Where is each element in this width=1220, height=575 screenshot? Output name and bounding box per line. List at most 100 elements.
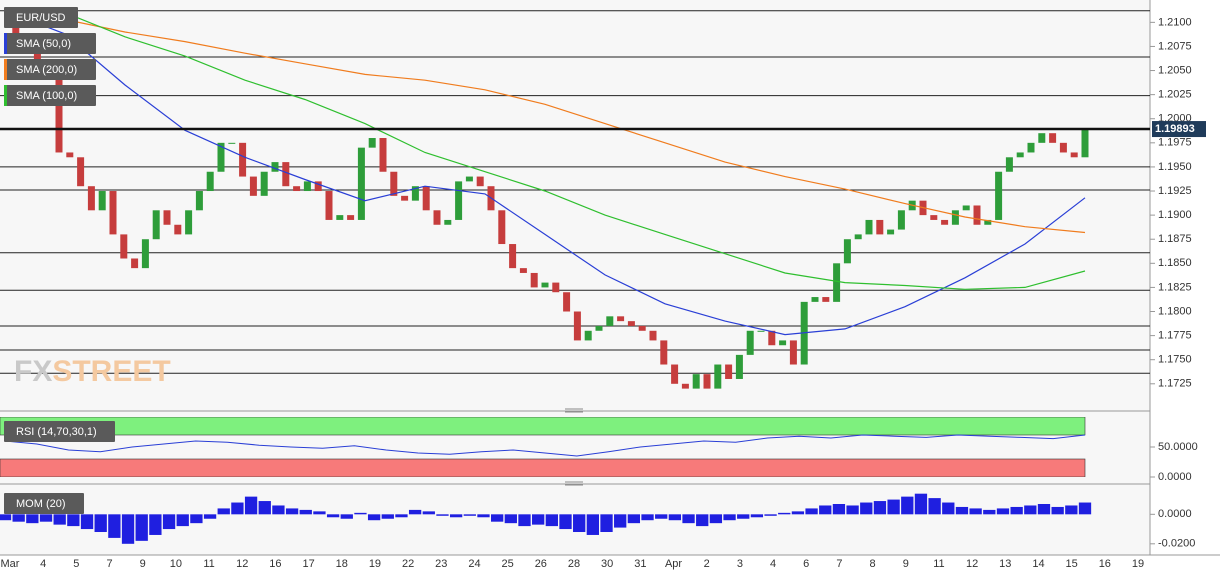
bar <box>614 514 627 528</box>
band <box>0 458 1086 477</box>
bar <box>231 502 244 515</box>
sma-line <box>4 10 1086 336</box>
candle <box>822 297 830 302</box>
bar <box>996 508 1010 515</box>
bar <box>12 514 25 522</box>
bar <box>135 514 148 541</box>
bar <box>504 514 517 524</box>
bar <box>805 508 818 515</box>
candle <box>465 176 473 182</box>
sma-line <box>4 7 1086 234</box>
x-tick-label: 5 <box>73 558 79 570</box>
bar <box>395 514 408 518</box>
candle <box>735 354 743 379</box>
y-tick-label: 1.1925 <box>1158 185 1192 197</box>
x-tick-label: 16 <box>269 558 281 570</box>
watermark: FXSTREET <box>14 355 171 388</box>
bar <box>477 514 490 518</box>
candle <box>293 186 301 192</box>
candle <box>98 191 106 211</box>
candle <box>941 219 949 225</box>
x-tick-label: Apr <box>665 558 682 570</box>
x-tick-label: 23 <box>435 558 447 570</box>
bar <box>1065 505 1078 515</box>
candle <box>876 219 884 235</box>
candle <box>422 186 430 211</box>
legend-box <box>4 493 84 514</box>
candle <box>746 330 754 355</box>
x-tick-label: 14 <box>1032 558 1044 570</box>
candle <box>1005 157 1013 172</box>
y-tick-label: 1.1875 <box>1158 233 1192 245</box>
bar <box>1010 506 1023 515</box>
bar <box>518 514 531 527</box>
x-tick-label: 31 <box>634 558 646 570</box>
candle <box>249 176 257 196</box>
candle <box>282 162 290 187</box>
bar <box>108 514 121 538</box>
x-tick-label: 8 <box>870 558 876 570</box>
candle <box>271 162 279 172</box>
bar <box>627 514 641 524</box>
x-tick-label: 17 <box>302 558 314 570</box>
handle <box>565 408 583 486</box>
candle <box>725 364 733 379</box>
bar <box>696 514 709 527</box>
candle <box>789 340 797 365</box>
candle <box>163 210 171 225</box>
candle <box>649 330 657 341</box>
candle <box>498 210 506 245</box>
bar <box>299 509 312 515</box>
x-tick-label: 9 <box>903 558 909 570</box>
legend-swatch <box>4 85 7 106</box>
candle <box>703 374 711 389</box>
bar <box>94 514 107 533</box>
band <box>0 417 1086 436</box>
candle <box>455 181 463 220</box>
legend-label: EUR/USD <box>16 12 66 24</box>
bar <box>764 514 777 516</box>
bar <box>873 501 887 515</box>
candle <box>206 171 214 192</box>
panel: FXSTREET <box>0 7 1150 389</box>
layer: FXSTREET1.21001.20751.20501.20251.20001.… <box>0 7 1206 570</box>
candle <box>595 325 603 331</box>
candle <box>260 171 268 196</box>
candle <box>833 263 841 302</box>
candle <box>347 215 355 220</box>
y-tick-label: 1.2100 <box>1158 16 1192 28</box>
bar <box>26 514 39 524</box>
candle <box>660 340 668 365</box>
candle <box>541 282 549 288</box>
watermark-prefix: FX <box>14 355 52 388</box>
bar <box>436 514 449 516</box>
candle <box>627 321 635 326</box>
candle <box>768 330 776 346</box>
y-tick-label: 1.1900 <box>1158 209 1192 221</box>
bar <box>573 514 586 533</box>
y-tick-label: 1.1750 <box>1158 354 1192 366</box>
candle <box>325 191 333 220</box>
candle <box>519 268 527 273</box>
candle <box>239 142 247 177</box>
bar <box>559 514 572 530</box>
bar <box>819 505 832 515</box>
candle <box>854 234 862 240</box>
candle <box>984 219 992 225</box>
candle <box>1081 128 1089 158</box>
bar <box>942 502 955 515</box>
candle <box>336 215 344 220</box>
bar <box>778 512 791 515</box>
x-tick-label: 4 <box>770 558 776 570</box>
candle <box>563 292 571 312</box>
candle <box>973 205 981 225</box>
candle <box>962 205 970 211</box>
bar <box>832 504 846 515</box>
candle <box>887 229 895 235</box>
x-tick-label: 30 <box>601 558 613 570</box>
candle <box>77 157 85 187</box>
bar <box>586 514 599 535</box>
bar <box>53 514 66 525</box>
last-price-label: 1.19893 <box>1155 123 1195 135</box>
